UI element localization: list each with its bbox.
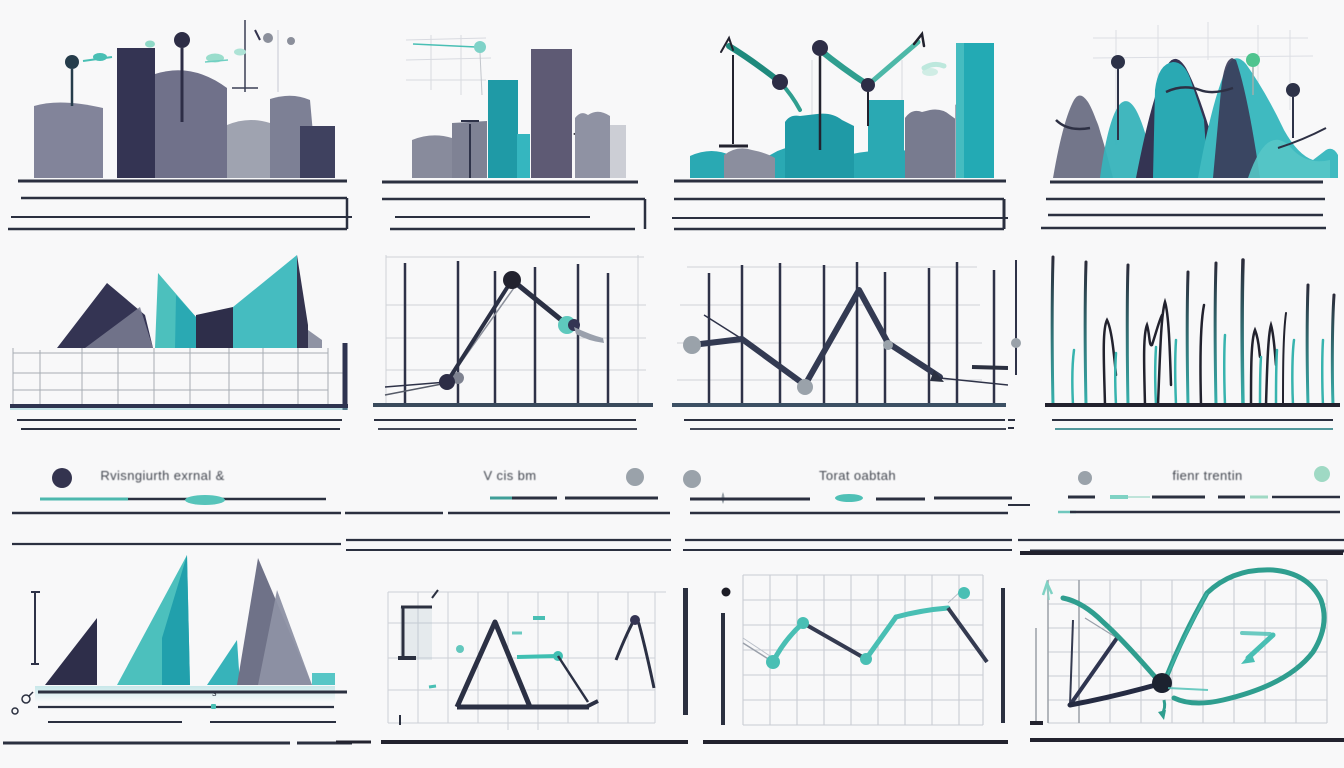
spikes: [1050, 255, 1336, 407]
ribbon-line: [720, 31, 947, 112]
footer-lines: [1041, 180, 1326, 230]
footer-lines: [17, 419, 342, 430]
grid: [385, 255, 646, 405]
legend-label-2: V cis bm: [483, 468, 537, 483]
legend-navy-dot: [52, 468, 72, 488]
footer-lines: [374, 419, 637, 430]
grid: [677, 266, 982, 381]
tiny-s-glyph: s: [212, 688, 217, 698]
lollipop-markers: [1111, 53, 1300, 140]
legend-gray-dot: [1078, 471, 1092, 485]
lollipop-markers: [65, 29, 295, 122]
teal-accents: [82, 40, 246, 63]
panel-zigzag-line-chart: [672, 262, 1008, 430]
axis-bracket: [398, 589, 439, 725]
panel-loop-scribble-chart: [1020, 551, 1344, 742]
central-node-dot: [1152, 673, 1172, 693]
panel-angular-mountains-table: [10, 255, 348, 430]
legend-label-3: Torat oabtah: [818, 468, 897, 483]
footer-lines: [3, 721, 352, 745]
footer-lines: [684, 419, 1006, 430]
footer-lines: [8, 179, 352, 231]
panel-spike-chart: [1008, 255, 1340, 430]
legend-accents-2: [345, 468, 671, 551]
legend-label-4: fienr trentin: [1172, 468, 1243, 483]
grid: [1048, 579, 1328, 724]
footer-lines: [672, 179, 1008, 231]
mint-dot-marker: [474, 41, 486, 53]
footer-lines: [382, 180, 647, 231]
panel-skyline-bar-chart: [8, 20, 352, 231]
table-grid: [12, 348, 345, 406]
vertical-pins: [707, 262, 996, 405]
panel-bar-chart-teal: [382, 35, 647, 231]
panel-segmented-line-chart: [684, 574, 1008, 744]
grid: [742, 574, 984, 726]
panel-area-ribbon-chart: [672, 31, 1008, 231]
panel-triangle-mountains: [3, 555, 352, 745]
legend-gray-dot: [626, 468, 644, 486]
panel-triangle-peak-line-chart: [336, 588, 688, 744]
legend-label-1: Rvisngiurth exrnal &: [100, 468, 225, 483]
footer-lines: [1052, 419, 1333, 430]
legend-accents-1: [12, 468, 341, 546]
panel-smooth-peaks-area-chart: [1041, 22, 1338, 230]
legend-accents-3: [683, 470, 1012, 551]
panel-line-chart-pins: [373, 255, 653, 430]
grid: [387, 591, 666, 730]
legend-mint-dot: [1314, 466, 1330, 482]
y-axis: [31, 591, 40, 665]
pin-markers: [719, 55, 869, 150]
legend-gray-dot: [683, 470, 701, 488]
